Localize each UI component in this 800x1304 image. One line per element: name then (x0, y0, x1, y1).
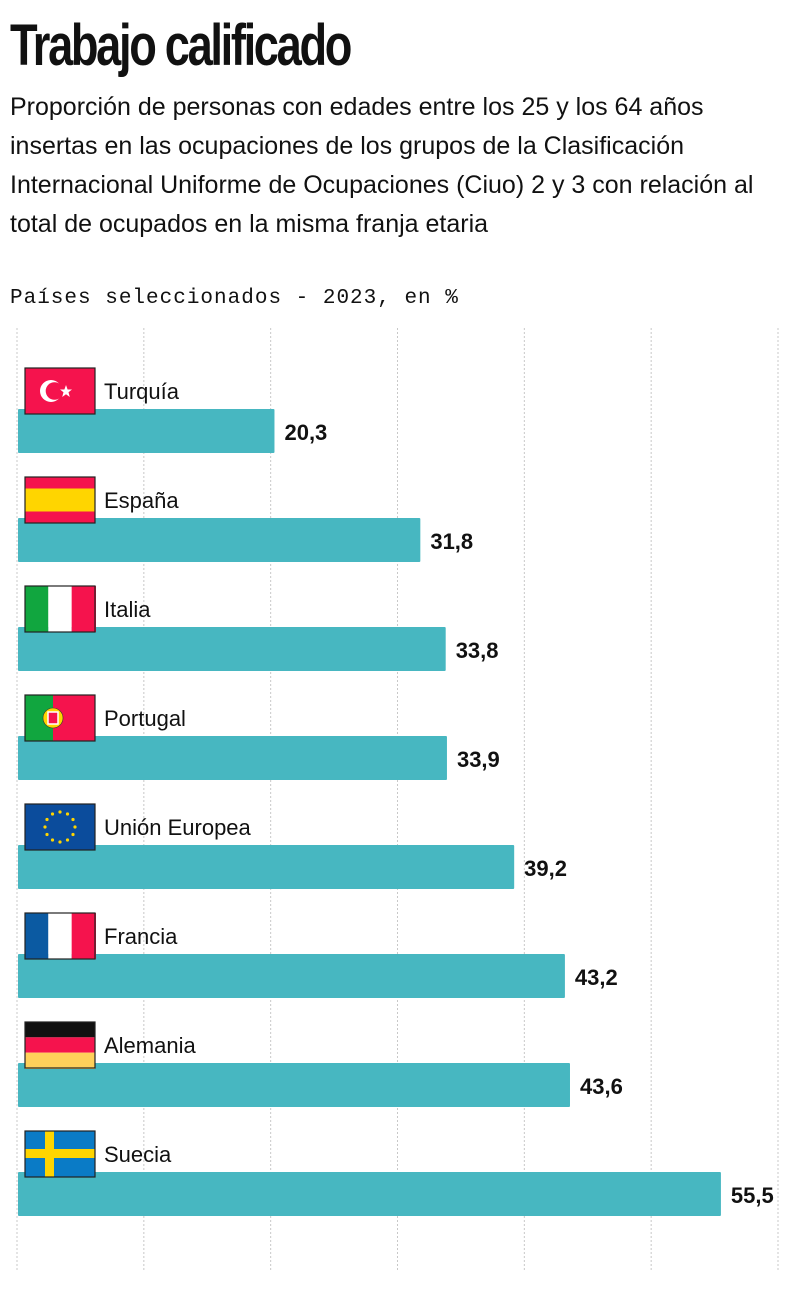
chart-row: Suecia 55,5 (18, 1130, 774, 1216)
chart-row: Portugal 33,9 (18, 694, 500, 780)
bar (18, 1063, 570, 1107)
chart-row: Unión Europea 39,2 (18, 803, 567, 889)
turkey-flag-icon (24, 367, 96, 415)
chart-row: Alemania 43,6 (18, 1021, 623, 1107)
bar (18, 409, 275, 453)
category-label: Portugal (104, 706, 186, 731)
spain-flag-icon (24, 476, 96, 524)
bar (18, 736, 447, 780)
category-label: Italia (104, 597, 151, 622)
value-label: 39,2 (524, 856, 567, 881)
sweden-flag-icon (24, 1130, 96, 1178)
category-label: Alemania (104, 1033, 196, 1058)
bar (18, 1172, 721, 1216)
value-label: 33,9 (457, 747, 500, 772)
eu-flag-icon (24, 803, 96, 851)
category-label: Francia (104, 924, 178, 949)
category-label: España (104, 488, 179, 513)
chart-unit-note: Países seleccionados - 2023, en % (10, 287, 459, 310)
category-label: Suecia (104, 1142, 172, 1167)
bar (18, 845, 515, 889)
value-label: 20,3 (284, 420, 327, 445)
chart-row: Francia 43,2 (18, 912, 618, 998)
chart-subtitle: Proporción de personas con edades entre … (10, 93, 754, 238)
chart-title: Trabajo calificado (10, 13, 352, 78)
germany-flag-icon (24, 1021, 96, 1069)
value-label: 31,8 (430, 529, 473, 554)
bar (18, 518, 421, 562)
portugal-flag-icon (24, 694, 96, 742)
bar (18, 954, 565, 998)
chart-row: Turquía 20,3 (18, 367, 327, 453)
value-label: 33,8 (456, 638, 499, 663)
category-label: Turquía (104, 379, 180, 404)
value-label: 43,2 (575, 965, 618, 990)
category-label: Unión Europea (104, 815, 252, 840)
chart-row: España 31,8 (18, 476, 473, 562)
italy-flag-icon (24, 585, 96, 633)
bar (18, 627, 446, 671)
chart-row: Italia 33,8 (18, 585, 499, 671)
value-label: 43,6 (580, 1074, 623, 1099)
france-flag-icon (24, 912, 96, 960)
value-label: 55,5 (731, 1183, 774, 1208)
